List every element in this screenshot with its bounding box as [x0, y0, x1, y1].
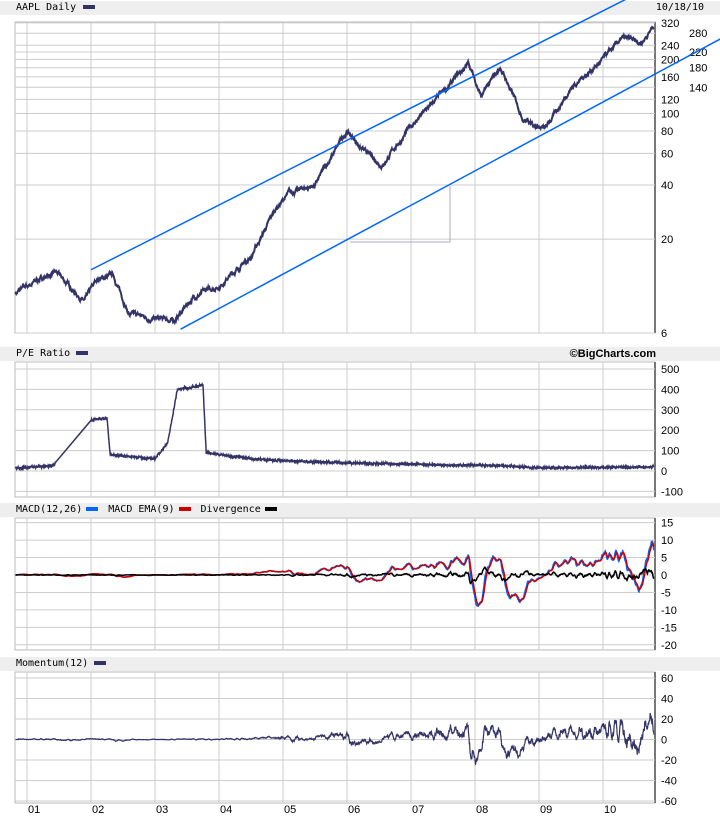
- x-tick-label: 10: [604, 804, 616, 816]
- measure-annotation: [350, 186, 451, 243]
- price-title: AAPL Daily: [16, 2, 77, 13]
- panel-frame-1: [14, 361, 656, 498]
- x-tick-label: 01: [28, 804, 40, 816]
- x-tick-label: 05: [284, 804, 296, 816]
- pe-tick-label: 200: [661, 425, 679, 437]
- macd-tick-label: -20: [661, 640, 677, 652]
- x-tick-label: 03: [156, 804, 168, 816]
- x-tick-label: 04: [220, 804, 232, 816]
- bigcharts-brand: ©BigCharts.com: [569, 348, 656, 360]
- divergence-title: Divergence: [200, 504, 261, 515]
- x-tick-label: 09: [540, 804, 552, 816]
- price-tick-label: 200: [661, 54, 679, 66]
- momentum-tick-label: 0: [661, 735, 667, 747]
- price-tick-label: 6: [661, 328, 667, 340]
- divergence-line: [15, 566, 655, 585]
- price-tick-label: 240: [661, 40, 679, 52]
- x-tick-label: 06: [348, 804, 360, 816]
- panel-frame-2: [14, 517, 656, 651]
- macd-panel-header: MACD(12,26) MACD EMA(9) Divergence: [0, 503, 720, 517]
- macd-tick-label: -10: [661, 605, 677, 617]
- momentum-title: Momentum(12): [16, 658, 89, 669]
- price-tick-label: 140: [689, 82, 707, 94]
- momentum-line: [15, 712, 655, 766]
- pe-line-segment: [14, 462, 55, 472]
- lower-channel-line: [180, 38, 720, 330]
- pe-tick-label: -100: [661, 486, 683, 498]
- momentum-panel-header: Momentum(12): [0, 657, 720, 671]
- price-tick-label: 180: [689, 63, 707, 75]
- upper-channel-line: [90, 0, 627, 271]
- macd-tick-label: 0: [661, 570, 667, 582]
- macd-tick-label: 5: [661, 553, 667, 565]
- momentum-tick-label: 40: [661, 694, 673, 706]
- momentum-tick-label: -20: [661, 755, 677, 767]
- macd-ema-title: MACD EMA(9): [108, 504, 175, 515]
- macd-tick-label: -5: [661, 587, 671, 599]
- momentum-tick-label: -40: [661, 776, 677, 788]
- price-tick-label: 120: [661, 94, 679, 106]
- price-tick-label: 80: [661, 126, 673, 138]
- price-tick-label: 320: [661, 18, 679, 30]
- panel-frame-0: [14, 21, 656, 334]
- pe-title: P/E Ratio: [16, 348, 71, 359]
- pe-panel-header: P/E Ratio ©BigCharts.com: [0, 347, 720, 361]
- pe-tick-label: 300: [661, 405, 679, 417]
- price-tick-label: 20: [661, 234, 673, 246]
- momentum-swatch: [94, 661, 106, 665]
- x-tick-label: 02: [92, 804, 104, 816]
- pe-tick-label: 400: [661, 384, 679, 396]
- price-tick-label: 100: [661, 109, 679, 121]
- price-panel-header: AAPL Daily 10/18/10: [0, 1, 720, 15]
- macd-tick-label: 10: [661, 535, 673, 547]
- ema-swatch: [178, 507, 191, 511]
- panel-frame-3: [14, 671, 656, 804]
- date-label: 10/18/10: [655, 2, 704, 13]
- pe-legend-swatch: [76, 351, 88, 355]
- price-line: [14, 25, 655, 326]
- price-tick-label: 40: [661, 180, 673, 192]
- pe-tick-label: 500: [661, 364, 679, 376]
- x-tick-label: 08: [476, 804, 488, 816]
- macd-tick-label: -15: [661, 622, 677, 634]
- pe-tick-label: 100: [661, 446, 679, 458]
- pe-line: [52, 381, 655, 472]
- divergence-swatch: [264, 507, 277, 511]
- price-tick-label: 60: [661, 148, 673, 160]
- momentum-tick-label: -60: [661, 796, 677, 808]
- pe-tick-label: 0: [661, 466, 667, 478]
- momentum-tick-label: 20: [661, 714, 673, 726]
- macd-swatch: [86, 507, 99, 511]
- x-tick-label: 07: [412, 804, 424, 816]
- momentum-tick-label: 60: [661, 673, 673, 685]
- price-tick-label: 220: [689, 47, 707, 59]
- price-tick-label: 160: [661, 72, 679, 84]
- macd-title: MACD(12,26): [16, 504, 83, 515]
- macd-tick-label: 15: [661, 518, 673, 530]
- price-tick-label: 280: [689, 28, 707, 40]
- price-legend-swatch: [83, 5, 95, 9]
